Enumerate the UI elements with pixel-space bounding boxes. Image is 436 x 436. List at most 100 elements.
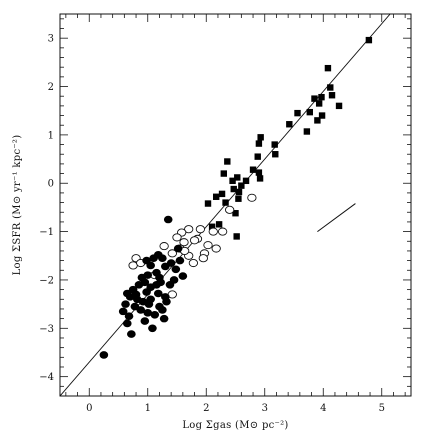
filled-circle-point [118,307,128,316]
square-point [294,109,301,117]
filled-circle-point [159,314,169,323]
filled-circle-point [158,254,167,262]
square-point [229,177,236,185]
filled-circle-point [121,300,130,308]
square-point [328,92,336,99]
square-point [306,108,313,116]
square-point [235,195,242,202]
axis-ticks [60,14,411,397]
square-point [234,174,241,181]
open-circle-point [159,242,169,251]
x-tick-label: 3 [262,403,268,414]
filled-circle-point [142,288,151,296]
square-point [204,200,212,207]
square-point [314,117,321,124]
filled-circle-point [169,276,179,284]
y-tick-label: −1 [39,227,54,238]
plot-frame [59,13,412,397]
filled-circle-point [148,324,157,333]
open-circle-point [217,227,228,236]
slope-marker-line [317,203,356,232]
square-point [257,134,264,141]
square-point [272,151,279,158]
square-point [318,93,325,101]
filled-circle-point [158,306,167,314]
square-point [327,84,334,91]
square-point [303,128,311,135]
filled-circle-point [99,351,109,359]
square-point [335,102,343,110]
y-tick-label: 2 [48,82,54,93]
filled-circle-point [146,295,155,304]
fit-line [60,14,391,396]
square-point [318,112,326,119]
filled-circle-point [140,278,150,287]
open-circle-point [172,233,182,242]
y-tick-label: 3 [48,34,54,45]
x-tick-label: 2 [203,403,209,414]
filled-circle-point [166,259,176,267]
square-point [256,175,264,182]
square-point [235,188,243,196]
filled-circle-point [173,244,183,253]
filled-circle-point [162,297,171,306]
square-point [215,221,223,228]
filled-circle-point [131,290,141,299]
square-point [238,182,245,189]
filled-circle-point [178,272,188,280]
open-circle-point [195,225,206,234]
filled-circle-point [143,309,153,317]
open-circle-point [224,205,235,214]
open-circle-point [184,225,194,234]
y-tick-label: 1 [48,130,54,141]
y-tick-label: −2 [39,275,54,286]
open-circle-point [189,236,200,245]
open-circle-point [198,254,208,263]
square-point [242,177,250,185]
filled-circle-point [127,330,136,338]
x-tick-label: 0 [86,403,92,414]
x-axis-title: Log Σgas (M⊙ pc⁻²) [182,420,288,431]
filled-circle-point [175,256,185,265]
square-point [208,223,216,230]
open-circle-point [179,238,189,247]
y-tick-label: −4 [39,372,54,383]
filled-circle-point [124,312,134,321]
x-tick-label: 5 [379,403,385,414]
square-point [311,95,318,102]
open-circle-point [247,193,257,202]
square-point [249,166,257,173]
square-point [232,210,239,217]
open-circle-point [188,258,199,268]
y-tick-label: −3 [39,324,54,335]
plot-area [60,14,391,396]
square-point [218,190,226,198]
x-tick-label: 1 [145,403,151,414]
square-point [222,199,229,206]
square-point [255,140,263,147]
square-point [255,169,263,176]
filled-circle-point [122,319,132,328]
filled-circle-point [140,317,150,325]
square-point [365,36,373,44]
filled-circle-point [171,265,181,274]
filled-circle-point [136,306,146,314]
square-point [220,170,227,177]
filled-circle-point [163,215,173,224]
open-circle-point [203,241,213,250]
open-circle-point [167,249,177,258]
x-tick-label: 4 [320,403,326,414]
square-point [224,158,231,165]
filled-circle-point [153,289,163,298]
filled-circle-point [150,310,160,319]
open-circle-point [211,244,221,253]
open-circle-point [128,261,138,270]
tick-labels: 0 1 2 3 4 5 −4 −3 −2 −1 0 1 2 3 [39,34,385,414]
filled-circle-point [122,289,132,298]
open-circle-point [208,227,218,236]
data-points [99,36,373,359]
square-point [286,121,293,128]
square-point [315,100,323,107]
y-tick-label: 0 [48,179,54,190]
filled-circle-point [146,261,155,270]
